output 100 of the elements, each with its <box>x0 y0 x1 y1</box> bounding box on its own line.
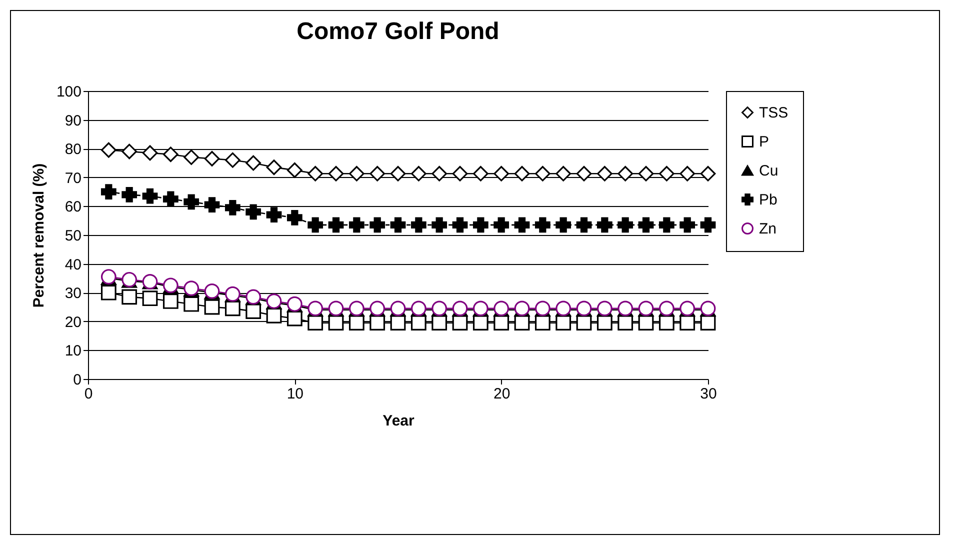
y-tick-label: 60 <box>64 198 82 216</box>
point <box>266 207 282 223</box>
legend-label: Cu <box>759 162 778 180</box>
x-tick-label: 0 <box>84 386 93 402</box>
point <box>142 290 158 306</box>
point <box>286 162 302 178</box>
point <box>348 315 364 331</box>
point <box>658 217 674 233</box>
point <box>266 160 282 176</box>
point <box>658 166 674 182</box>
point <box>658 315 674 331</box>
point <box>142 188 158 204</box>
point <box>204 197 220 212</box>
point <box>122 289 138 305</box>
point <box>514 166 530 182</box>
point <box>700 217 716 233</box>
point <box>246 304 262 320</box>
point <box>680 315 696 331</box>
point <box>184 150 200 165</box>
point <box>390 217 406 233</box>
point <box>162 146 178 162</box>
point <box>514 315 530 331</box>
point <box>370 217 386 233</box>
point <box>142 145 158 161</box>
point <box>472 166 488 182</box>
point <box>122 186 138 202</box>
point <box>246 204 262 220</box>
x-tick-label: 20 <box>493 386 510 402</box>
point <box>596 166 612 182</box>
point <box>348 166 364 182</box>
point <box>390 315 406 331</box>
point <box>100 142 116 158</box>
point <box>638 217 654 233</box>
chart-title: Como7 Golf Pond <box>296 18 500 45</box>
y-tick-label: 90 <box>64 112 82 130</box>
point <box>246 155 262 171</box>
point <box>204 150 220 166</box>
point <box>328 166 344 182</box>
point <box>700 166 716 182</box>
point <box>162 294 178 309</box>
point <box>452 217 468 233</box>
point <box>390 166 406 182</box>
point <box>556 217 572 233</box>
y-tick-label: 100 <box>56 84 82 100</box>
point <box>596 217 612 233</box>
y-tick-label: 70 <box>64 170 82 187</box>
point <box>184 296 200 312</box>
point <box>286 210 302 226</box>
point <box>122 144 138 160</box>
y-axis-title: Percent removal (%) <box>30 163 48 308</box>
point <box>370 166 386 182</box>
point <box>514 217 530 233</box>
point <box>556 315 572 331</box>
point <box>348 217 364 233</box>
point <box>638 166 654 182</box>
point <box>700 315 716 331</box>
point <box>638 315 654 331</box>
point <box>224 300 240 316</box>
point <box>266 308 282 324</box>
point <box>534 315 550 331</box>
point <box>100 184 116 200</box>
point <box>224 152 240 168</box>
y-tick-label: 10 <box>64 342 82 360</box>
point <box>472 315 488 331</box>
y-tick-label: 20 <box>64 314 82 331</box>
y-tick-label: 40 <box>64 256 82 274</box>
legend-label: Zn <box>759 220 777 238</box>
point <box>452 315 468 331</box>
point <box>680 166 696 182</box>
legend-label: Pb <box>759 192 778 208</box>
y-tick-label: 0 <box>73 372 82 388</box>
point <box>618 166 634 182</box>
point <box>204 299 220 315</box>
y-tick-label: 30 <box>64 285 82 302</box>
legend-label: TSS <box>759 104 788 122</box>
x-axis-title: Year <box>382 412 415 430</box>
point <box>308 315 324 331</box>
point <box>162 191 178 207</box>
point <box>680 217 696 233</box>
point <box>328 315 344 331</box>
point <box>224 200 240 216</box>
point <box>576 217 592 233</box>
point <box>452 166 468 182</box>
y-tick-label: 80 <box>64 141 82 158</box>
point <box>432 217 448 233</box>
point <box>494 166 510 182</box>
point <box>494 315 510 331</box>
point <box>410 166 426 182</box>
point <box>100 284 116 300</box>
point <box>432 166 448 182</box>
point <box>576 315 592 331</box>
point <box>534 217 550 233</box>
point <box>410 315 426 331</box>
point <box>618 217 634 233</box>
legend-label: P <box>759 134 770 150</box>
point <box>556 166 572 182</box>
point <box>472 217 488 233</box>
point <box>534 166 550 182</box>
point <box>432 315 448 331</box>
y-tick-label: 50 <box>64 228 82 244</box>
